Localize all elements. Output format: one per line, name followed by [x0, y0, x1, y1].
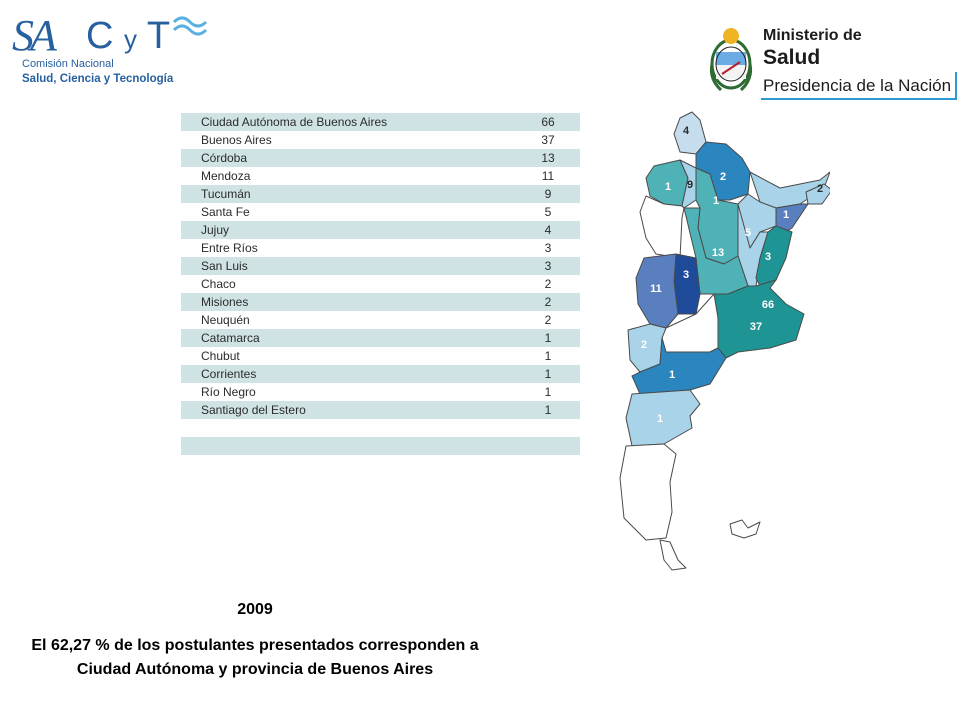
sacyt-line-1: Comisión Nacional [22, 58, 114, 70]
province-table: Ciudad Autónoma de Buenos Aires 66 Buenos … [181, 113, 580, 455]
province-name: San Luis [201, 259, 248, 273]
table-row: Misiones 2 [181, 293, 580, 311]
map-label-salta: 2 [720, 171, 726, 183]
province-count: 3 [544, 241, 552, 255]
province-count: 5 [544, 205, 552, 219]
map-label-tucuman: 9 [687, 179, 693, 191]
province-count: 1 [544, 367, 552, 381]
map-label-santiago: 1 [713, 195, 719, 207]
map-label-jujuy: 4 [683, 125, 690, 137]
province-count: 1 [544, 385, 552, 399]
province-count: 2 [544, 295, 552, 309]
table-row: Santa Fe 5 [181, 203, 580, 221]
province-name: Ciudad Autónoma de Buenos Aires [201, 115, 388, 129]
table-row: Santiago del Estero 1 [181, 401, 580, 419]
province-name: Misiones [201, 295, 249, 309]
province-name: Río Negro [201, 385, 256, 399]
province-name: Chaco [201, 277, 236, 291]
province-count: 66 [541, 115, 555, 129]
ministerio-line-2: Salud [763, 46, 821, 69]
ministerio-line-3: Presidencia de la Nación [763, 76, 952, 95]
province-name: Corrientes [201, 367, 257, 381]
table-row: Chaco 2 [181, 275, 580, 293]
islands-malvinas [729, 519, 761, 539]
province-name: Chubut [201, 349, 240, 363]
province-count: 2 [544, 277, 552, 291]
province-count: 4 [544, 223, 552, 237]
province-misiones [805, 183, 830, 205]
argentina-coat-of-arms-icon [709, 28, 753, 92]
ministerio-accent-bar [761, 72, 957, 100]
province-name: Mendoza [201, 169, 251, 183]
table-row: Córdoba 13 [181, 149, 580, 167]
sacyt-logo: SA C y T Comisión Nacional Salud, Cienci… [12, 12, 212, 92]
province-name: Santiago del Estero [201, 403, 306, 417]
province-count: 37 [541, 133, 555, 147]
table-row: Río Negro 1 [181, 383, 580, 401]
province-count: 3 [544, 259, 552, 273]
table-row: Entre Ríos 3 [181, 239, 580, 257]
table-row: Ciudad Autónoma de Buenos Aires 66 [181, 113, 580, 131]
province-tierradelfuego [659, 539, 687, 571]
province-name: Entre Ríos [201, 241, 258, 255]
map-label-buenosaires: 37 [750, 321, 762, 333]
table-row: Tucumán 9 [181, 185, 580, 203]
province-name: Tucumán [201, 187, 251, 201]
province-sanluis [673, 253, 701, 315]
table-row: Buenos Aires 37 [181, 131, 580, 149]
province-name: Jujuy [201, 223, 230, 237]
map-label-neuquen: 2 [641, 339, 647, 351]
table-row: San Luis 3 [181, 257, 580, 275]
map-label-caba: 66 [762, 299, 774, 311]
province-count: 1 [544, 331, 552, 345]
map-label-entrerios: 3 [765, 251, 771, 263]
province-salta [695, 141, 751, 201]
table-row: Catamarca 1 [181, 329, 580, 347]
province-count: 13 [541, 151, 555, 165]
map-label-catamarca: 1 [665, 181, 671, 193]
province-name: Buenos Aires [201, 133, 272, 147]
caption-year: 2009 [237, 601, 273, 618]
province-santacruz [619, 443, 677, 541]
table-row: Jujuy 4 [181, 221, 580, 239]
province-count: 1 [544, 403, 552, 417]
ministerio-line-1: Ministerio de [763, 27, 862, 44]
province-name: Catamarca [201, 331, 260, 345]
province-name: Santa Fe [201, 205, 250, 219]
table-row: Corrientes 1 [181, 365, 580, 383]
map-label-santafe: 5 [745, 227, 751, 239]
argentina-map: 4 1 9 2 1 1 2 5 13 3 3 11 66 37 2 1 1 [619, 111, 830, 571]
province-name: Neuquén [201, 313, 250, 327]
map-label-cordoba: 13 [712, 247, 724, 259]
flag-waves-icon [172, 16, 208, 36]
province-count: 1 [544, 349, 552, 363]
map-label-chaco: 1 [783, 209, 789, 221]
map-label-rionegro: 1 [669, 369, 675, 381]
table-row [181, 419, 580, 437]
caption: 2009 El 62,27 % de los postulantes prese… [20, 600, 490, 682]
table-row: Mendoza 11 [181, 167, 580, 185]
province-count: 2 [544, 313, 552, 327]
table-row: Neuquén 2 [181, 311, 580, 329]
province-rionegro [631, 337, 727, 395]
province-count: 11 [541, 169, 555, 183]
map-label-mendoza: 11 [650, 283, 662, 295]
sacyt-line-2: Salud, Ciencia y Tecnología [22, 73, 174, 85]
province-larioja [639, 195, 685, 259]
map-label-formosa: 2 [817, 183, 823, 195]
province-name: Córdoba [201, 151, 248, 165]
ministerio-logo: Ministerio de Salud Presidencia de la Na… [706, 22, 957, 102]
map-label-chubut: 1 [657, 413, 663, 425]
sacyt-initials-sa: SA [12, 11, 57, 60]
province-count: 9 [544, 187, 552, 201]
sacyt-initials-cyt: C y T [86, 15, 171, 57]
table-row: Chubut 1 [181, 347, 580, 365]
province-chubut [625, 389, 701, 447]
map-label-sanluis: 3 [683, 269, 689, 281]
caption-text: El 62,27 % de los postulantes presentado… [31, 637, 479, 678]
table-row [181, 437, 580, 455]
